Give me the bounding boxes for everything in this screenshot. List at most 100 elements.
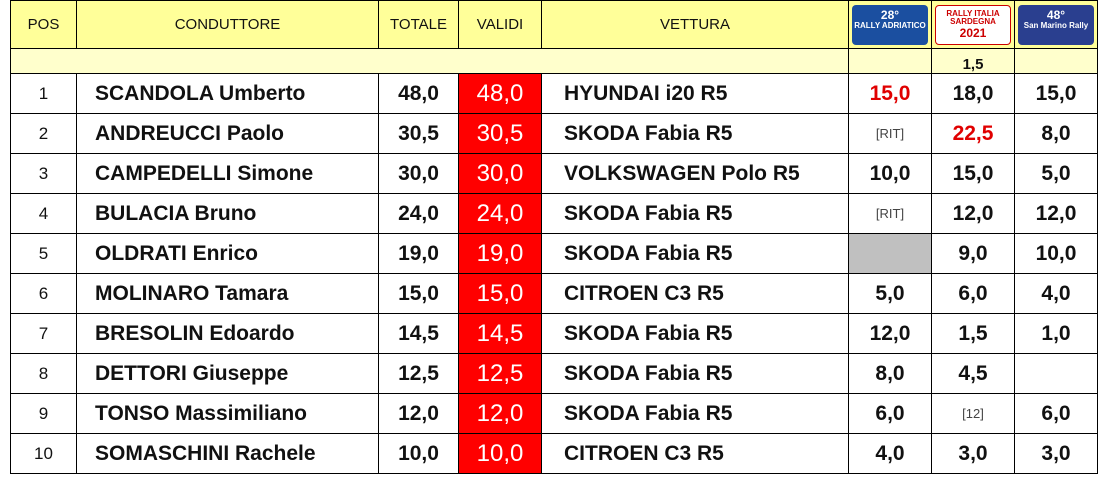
event-points-cell: 5,0: [1014, 153, 1098, 194]
standings-row: 7 BRESOLIN Edoardo 14,5 14,5 SKODA Fabia R5 1…: [10, 313, 1107, 354]
standings-row: 8 DETTORI Giuseppe 12,5 12,5 SKODA Fabia R5 8…: [10, 353, 1107, 394]
car-cell: SKODA Fabia R5: [541, 113, 849, 154]
event-points-cell: 12,0: [848, 313, 932, 354]
pos-cell: 8: [10, 353, 77, 394]
event-points-cell: 6,0: [848, 393, 932, 434]
valid-cell: 12,5: [458, 353, 542, 394]
event-logo: RALLY ITALIA SARDEGNA 2021: [935, 4, 1011, 45]
event-points-cell: 3,0: [1014, 433, 1098, 474]
event-points-cell: 8,0: [848, 353, 932, 394]
total-cell: 19,0: [378, 233, 459, 274]
pos-cell: 7: [10, 313, 77, 354]
header-cell: POS: [10, 0, 77, 49]
driver-cell: MOLINARO Tamara: [76, 273, 379, 314]
event-points-cell: [1014, 353, 1098, 394]
car-cell: SKODA Fabia R5: [541, 313, 849, 354]
header-cell: CONDUTTORE: [76, 0, 379, 49]
spacer: [1098, 114, 1107, 154]
event-number: 28°: [880, 7, 900, 22]
event-logo-cell: 48° San Marino Rally: [1014, 0, 1098, 49]
standings-row: 5 OLDRATI Enrico 19,0 19,0 SKODA Fabia R5 9,0…: [10, 233, 1107, 274]
valid-cell: 19,0: [458, 233, 542, 274]
standings-row: 4 BULACIA Bruno 24,0 24,0 SKODA Fabia R5 [RIT…: [10, 193, 1107, 234]
event-name: San Marino Rally: [1023, 20, 1089, 30]
spacer: [1097, 48, 1107, 74]
spacer: [1098, 394, 1107, 434]
car-cell: CITROEN C3 R5: [541, 273, 849, 314]
car-cell: SKODA Fabia R5: [541, 233, 849, 274]
event-points-cell: 12,0: [1014, 193, 1098, 234]
event-points-cell: 10,0: [848, 153, 932, 194]
car-cell: SKODA Fabia R5: [541, 393, 849, 434]
subheader-cell: [848, 48, 932, 74]
spacer: [1098, 314, 1107, 354]
pos-cell: 9: [10, 393, 77, 434]
driver-cell: TONSO Massimiliano: [76, 393, 379, 434]
event-points-cell: 15,0: [848, 73, 932, 114]
event-points-cell: [RIT]: [848, 113, 932, 154]
event-points-cell: 4,5: [931, 353, 1015, 394]
driver-cell: BRESOLIN Edoardo: [76, 313, 379, 354]
event-points-cell: 4,0: [848, 433, 932, 474]
event-points-cell: [12]: [931, 393, 1015, 434]
event-number: 2021: [959, 26, 987, 41]
event-logo-cell: RALLY ITALIA SARDEGNA 2021: [931, 0, 1015, 49]
spacer: [1098, 234, 1107, 274]
standings-table: POS CONDUTTORE TOTALE VALIDI VETTURA 28°…: [10, 0, 1107, 474]
total-cell: 12,0: [378, 393, 459, 434]
total-cell: 48,0: [378, 73, 459, 114]
coefficient-cell: 1,5: [931, 48, 1015, 74]
valid-cell: 10,0: [458, 433, 542, 474]
event-points-cell: 1,5: [931, 313, 1015, 354]
valid-cell: 30,5: [458, 113, 542, 154]
total-cell: 10,0: [378, 433, 459, 474]
event-points-cell: 4,0: [1014, 273, 1098, 314]
event-logo-cell: 28° RALLY ADRIATICO: [848, 0, 932, 49]
standings-row: 9 TONSO Massimiliano 12,0 12,0 SKODA Fabia R…: [10, 393, 1107, 434]
event-points-cell: 1,0: [1014, 313, 1098, 354]
total-cell: 14,5: [378, 313, 459, 354]
event-points-cell: 18,0: [931, 73, 1015, 114]
valid-cell: 15,0: [458, 273, 542, 314]
driver-cell: ANDREUCCI Paolo: [76, 113, 379, 154]
subheader-cell: [1014, 48, 1098, 74]
driver-cell: BULACIA Bruno: [76, 193, 379, 234]
car-cell: VOLKSWAGEN Polo R5: [541, 153, 849, 194]
pos-cell: 3: [10, 153, 77, 194]
event-points-cell: 3,0: [931, 433, 1015, 474]
driver-cell: DETTORI Giuseppe: [76, 353, 379, 394]
car-cell: HYUNDAI i20 R5: [541, 73, 849, 114]
car-cell: SKODA Fabia R5: [541, 353, 849, 394]
header-cell: VETTURA: [541, 0, 849, 49]
spacer: [1098, 194, 1107, 234]
spacer: [1098, 274, 1107, 314]
standings-row: 10 SOMASCHINI Rachele 10,0 10,0 CITROEN C3 R…: [10, 433, 1107, 474]
spacer: [1098, 354, 1107, 394]
event-points-cell: 9,0: [931, 233, 1015, 274]
total-cell: 30,5: [378, 113, 459, 154]
subheader-row: 1,5: [10, 48, 1107, 74]
standings-row: 2 ANDREUCCI Paolo 30,5 30,5 SKODA Fabia R5 [R…: [10, 113, 1107, 154]
pos-cell: 10: [10, 433, 77, 474]
event-points-cell: 6,0: [1014, 393, 1098, 434]
valid-cell: 24,0: [458, 193, 542, 234]
driver-cell: OLDRATI Enrico: [76, 233, 379, 274]
pos-cell: 4: [10, 193, 77, 234]
spacer: [1098, 154, 1107, 194]
event-points-cell: 5,0: [848, 273, 932, 314]
event-points-cell: [RIT]: [848, 193, 932, 234]
event-points-cell: [848, 233, 932, 274]
header-row: POS CONDUTTORE TOTALE VALIDI VETTURA 28°…: [10, 0, 1107, 49]
total-cell: 12,5: [378, 353, 459, 394]
standings-row: 3 CAMPEDELLI Simone 30,0 30,0 VOLKSWAGEN Pol…: [10, 153, 1107, 194]
car-cell: CITROEN C3 R5: [541, 433, 849, 474]
event-name: RALLY ITALIA SARDEGNA: [946, 8, 1000, 27]
pos-cell: 6: [10, 273, 77, 314]
event-number: 48°: [1046, 7, 1066, 22]
driver-cell: CAMPEDELLI Simone: [76, 153, 379, 194]
valid-cell: 30,0: [458, 153, 542, 194]
header-cell: TOTALE: [378, 0, 459, 49]
event-points-cell: 15,0: [931, 153, 1015, 194]
car-cell: SKODA Fabia R5: [541, 193, 849, 234]
